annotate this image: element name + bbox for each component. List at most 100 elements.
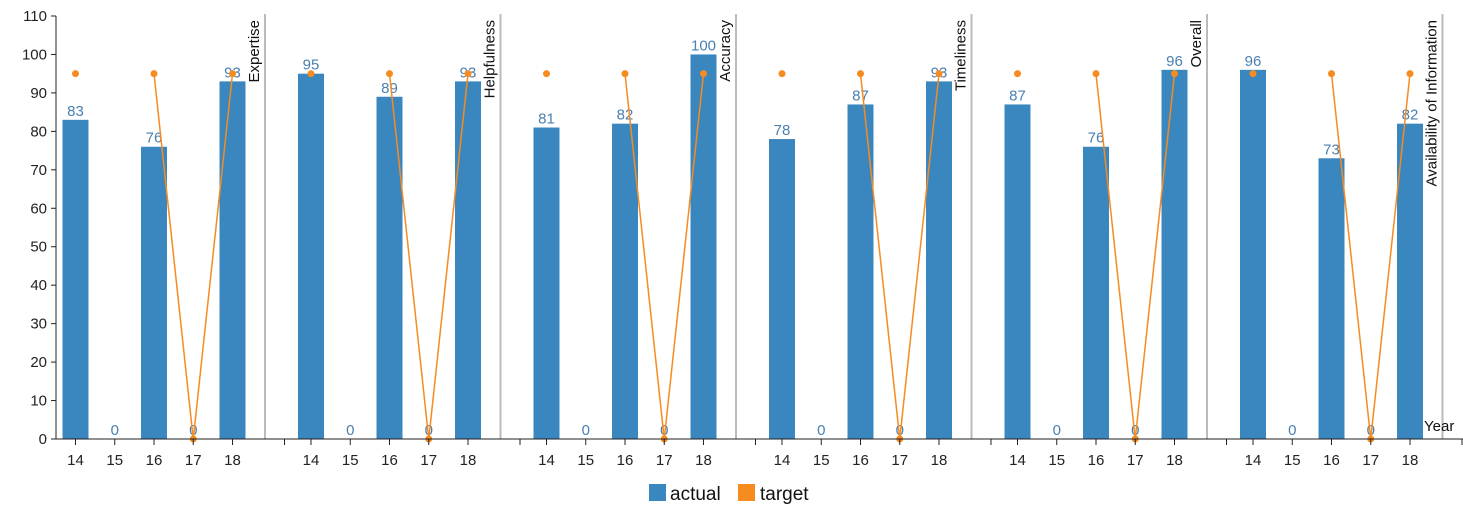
bar-value-label: 0	[896, 422, 904, 439]
bar-value-label: 0	[425, 422, 433, 439]
bar-actual	[141, 146, 167, 439]
bar-actual	[1397, 123, 1423, 439]
bar-value-label: 100	[691, 37, 716, 54]
target-point	[778, 70, 786, 78]
bar-value-label: 0	[1131, 422, 1139, 439]
panel-title: Helpfulness	[482, 20, 499, 98]
bar-value-label: 95	[303, 57, 320, 74]
x-tick-label: 15	[342, 452, 359, 469]
target-line-segment	[153, 73, 194, 440]
target-point	[935, 70, 943, 78]
bar-value-label: 76	[146, 130, 163, 147]
x-tick-label: 16	[1323, 452, 1340, 469]
target-line-segment	[859, 73, 901, 440]
bar-value-label: 0	[582, 422, 590, 439]
panel-title: Availability of Information	[1424, 20, 1441, 186]
legend-swatch-actual	[649, 484, 666, 501]
target-point	[700, 70, 707, 78]
panel-title: Timeliness	[953, 20, 970, 91]
x-tick-label: 16	[381, 452, 398, 469]
bar-actual	[1318, 158, 1345, 440]
bar-actual	[62, 119, 89, 439]
bar-value-label: 0	[817, 422, 825, 439]
target-line-segment	[899, 73, 940, 440]
bar-actual	[219, 81, 246, 439]
y-tick-label: 50	[30, 239, 47, 256]
bar-actual	[926, 81, 952, 439]
bar-value-label: 0	[660, 422, 668, 439]
y-tick-label: 70	[30, 162, 47, 179]
x-tick-label: 14	[1245, 452, 1262, 469]
bar-actual	[1004, 104, 1031, 439]
legend-swatch-target	[738, 484, 755, 501]
bar-value-label: 0	[346, 422, 354, 439]
y-axis: 0 10 20 30 40 50 60 70 80 90 100 110	[22, 8, 57, 448]
target-line-segment	[1330, 73, 1372, 440]
bar-actual	[455, 81, 481, 439]
bar-value-label: 0	[111, 422, 119, 439]
legend: actual target	[649, 484, 809, 505]
panel-expertise: Expertise83076093	[62, 14, 266, 443]
x-tick-label: 17	[891, 452, 908, 469]
bar-actual	[769, 139, 795, 439]
x-tick-label: 18	[224, 452, 241, 469]
target-point	[1249, 70, 1257, 78]
x-tick-label: 18	[460, 452, 477, 469]
target-line-segment	[428, 73, 469, 440]
target-point	[72, 70, 79, 78]
target-point	[1406, 70, 1414, 78]
y-tick-label: 0	[39, 431, 47, 448]
target-point	[857, 70, 864, 78]
panel-title: Overall	[1188, 20, 1205, 68]
x-tick-label: 15	[1048, 452, 1065, 469]
bar-actual	[1161, 69, 1188, 439]
panel-timeliness: Timeliness78087093	[769, 14, 973, 443]
target-point	[1092, 70, 1100, 78]
bar-value-label: 96	[1166, 53, 1183, 70]
y-tick-label: 80	[30, 123, 47, 140]
bar-value-label: 81	[538, 111, 555, 128]
x-axis: 14 15 16 17 18 14 15 16 17 18 14 15 16 17 18 14 15 16 17 18…	[56, 438, 1463, 469]
x-tick-label: 16	[852, 452, 869, 469]
x-tick-label: 14	[303, 452, 320, 469]
y-tick-label: 10	[30, 393, 47, 410]
target-line-segment	[192, 73, 234, 440]
target-point	[1328, 70, 1335, 78]
bar-actual	[612, 123, 638, 439]
y-tick-label: 100	[22, 46, 47, 63]
x-tick-label: 14	[538, 452, 555, 469]
target-point	[386, 70, 393, 78]
bar-actual	[533, 127, 560, 439]
bar-actual	[1083, 146, 1109, 439]
legend-label-actual: actual	[670, 484, 721, 505]
bar-actual	[376, 96, 403, 439]
target-point	[307, 70, 315, 78]
x-tick-label: 18	[931, 452, 948, 469]
bar-value-label: 87	[852, 87, 869, 104]
panel-title: Accuracy	[717, 20, 734, 82]
x-tick-label: 14	[774, 452, 791, 469]
bar-value-label: 0	[1288, 422, 1296, 439]
target-line-segment	[1134, 73, 1176, 440]
bar-value-label: 0	[189, 422, 197, 439]
y-tick-label: 60	[30, 200, 47, 217]
y-tick-label: 20	[30, 354, 47, 371]
target-line-segment	[388, 73, 430, 440]
target-point	[1014, 70, 1021, 78]
bar-value-label: 83	[67, 103, 84, 120]
x-tick-label: 15	[106, 452, 123, 469]
target-point	[229, 70, 236, 78]
x-tick-label: 16	[617, 452, 634, 469]
x-tick-label: 17	[1127, 452, 1144, 469]
x-tick-label: 17	[1362, 452, 1379, 469]
x-tick-label: 17	[656, 452, 673, 469]
bar-value-label: 76	[1088, 130, 1105, 147]
bar-value-label: 96	[1245, 53, 1262, 70]
x-tick-label: 16	[146, 452, 163, 469]
bar-value-label: 0	[1053, 422, 1061, 439]
x-tick-label: 15	[577, 452, 594, 469]
y-tick-label: 40	[30, 277, 47, 294]
